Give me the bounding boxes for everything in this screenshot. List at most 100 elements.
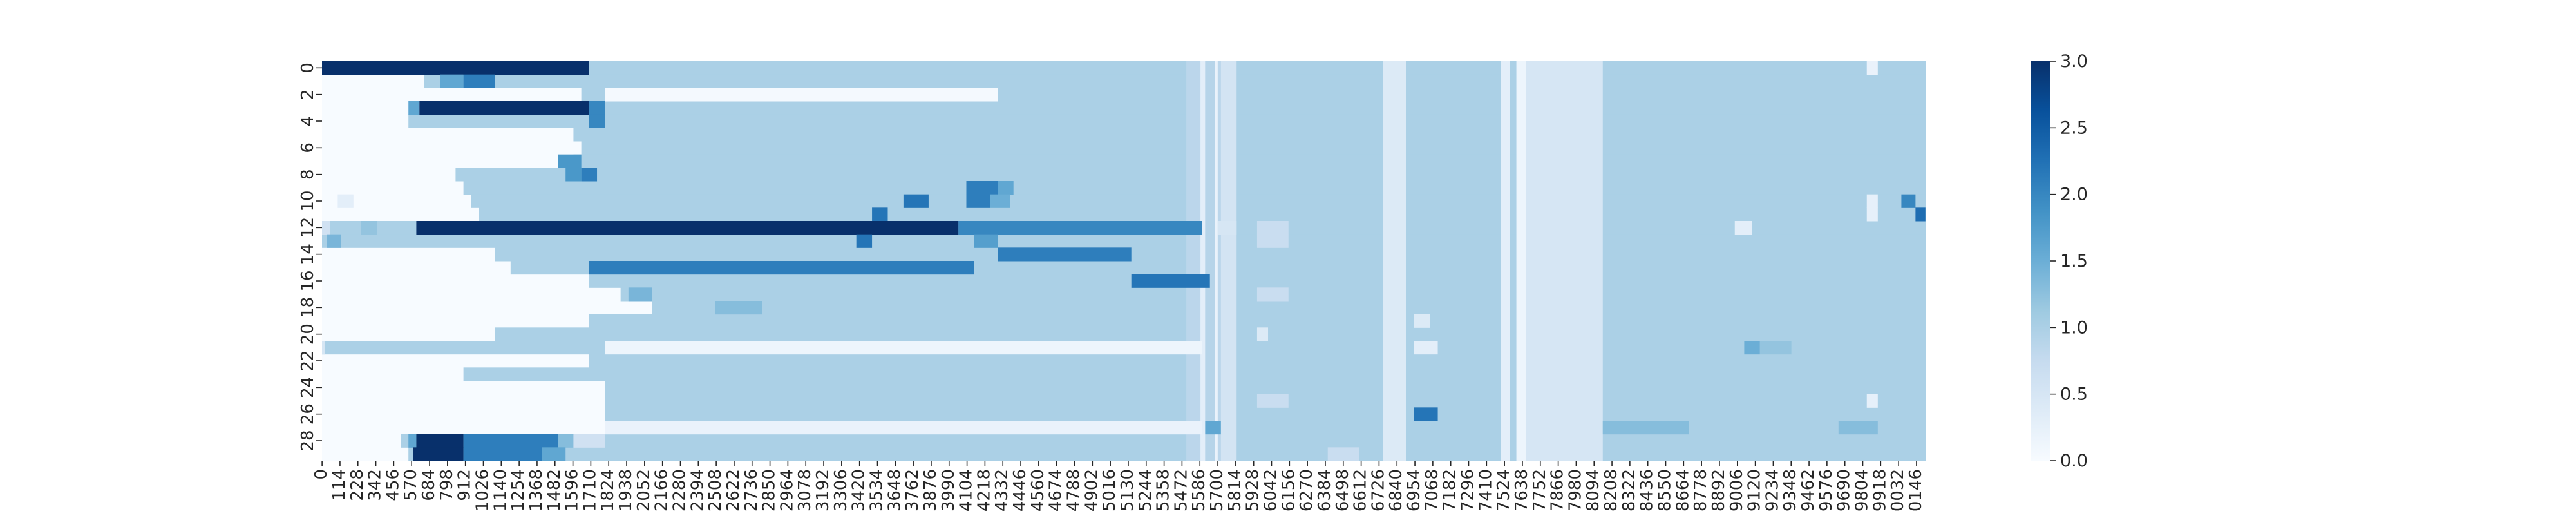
heatmap-cell-segment-20 bbox=[872, 207, 888, 222]
heatmap-column-band-7 bbox=[1501, 61, 1510, 461]
x-tick-label: 3876 bbox=[921, 469, 940, 512]
heatmap-row-16 bbox=[589, 274, 1926, 288]
heatmap-cell-segment-41 bbox=[1256, 327, 1269, 341]
x-tick-label: 5928 bbox=[1244, 469, 1263, 512]
heatmap-cell-segment-29 bbox=[1734, 221, 1752, 235]
x-tick-label: 3306 bbox=[831, 469, 851, 512]
y-tick-label: 24 bbox=[298, 377, 317, 398]
heatmap-cell-segment-47 bbox=[1256, 394, 1289, 408]
heatmap-cell-segment-28 bbox=[1256, 221, 1289, 235]
x-axis: 0114228342456570684798912102611401254136… bbox=[312, 461, 1926, 512]
y-tick-label: 26 bbox=[298, 403, 317, 425]
heatmap-row-18 bbox=[652, 301, 1926, 315]
x-tick-label: 5016 bbox=[1100, 469, 1119, 512]
heatmap-cell-segment-24 bbox=[361, 221, 377, 235]
y-tick-label: 18 bbox=[298, 297, 317, 318]
heatmap-cell-segment-5 bbox=[408, 101, 420, 115]
x-tick-label: 0146 bbox=[1906, 469, 1926, 512]
y-tick-label: 28 bbox=[298, 430, 317, 451]
x-tick-label: 1710 bbox=[580, 469, 600, 512]
x-tick-label: 4788 bbox=[1064, 469, 1083, 512]
x-tick-label: 4104 bbox=[957, 469, 976, 512]
heatmap-row-6 bbox=[581, 141, 1926, 155]
heatmap-cell-segment-51 bbox=[1205, 421, 1221, 435]
heatmap-cell-segment-37 bbox=[628, 287, 652, 302]
x-tick-label: 228 bbox=[348, 469, 367, 501]
heatmap-cell-segment-23 bbox=[322, 221, 330, 235]
x-tick-label: 1026 bbox=[473, 469, 492, 512]
heatmap-cell-segment-11 bbox=[581, 168, 598, 182]
heatmap-cell-segment-54 bbox=[408, 434, 417, 448]
x-tick-label: 9462 bbox=[1799, 469, 1818, 512]
heatmap-cell-segment-2 bbox=[440, 74, 464, 88]
heatmap-cell-segment-58 bbox=[573, 434, 605, 448]
x-tick-label: 7068 bbox=[1423, 469, 1442, 512]
x-tick-label: 6156 bbox=[1279, 469, 1298, 512]
heatmap-cell-segment-17 bbox=[990, 194, 1010, 208]
x-tick-label: 8208 bbox=[1602, 469, 1621, 512]
heatmap-cell-segment-61 bbox=[542, 447, 566, 461]
x-tick-label: 7182 bbox=[1441, 469, 1460, 512]
heatmap-cell-segment-4 bbox=[605, 88, 998, 102]
y-tick-label: 0 bbox=[298, 62, 317, 73]
heatmap-row-5 bbox=[573, 128, 1926, 142]
colorbar-gradient bbox=[2031, 61, 2050, 461]
x-tick-label: 2736 bbox=[742, 469, 761, 512]
heatmap-cell-segment-56 bbox=[463, 434, 558, 448]
x-tick-label: 1140 bbox=[491, 469, 510, 512]
x-tick-label: 7866 bbox=[1548, 469, 1567, 512]
x-tick-label: 114 bbox=[330, 469, 349, 501]
colorbar-tick-label: 2.5 bbox=[2060, 118, 2088, 138]
x-tick-label: 5130 bbox=[1118, 469, 1137, 512]
x-tick-label: 9120 bbox=[1745, 469, 1765, 512]
heatmap-cell-segment-22 bbox=[1915, 207, 1926, 222]
x-tick-label: 6726 bbox=[1368, 469, 1388, 512]
x-tick-label: 3420 bbox=[849, 469, 869, 512]
heatmap-cell-segment-39 bbox=[715, 301, 762, 315]
heatmap-row-26 bbox=[605, 407, 1926, 421]
y-tick-label: 16 bbox=[298, 270, 317, 291]
heatmap-cell-segment-57 bbox=[558, 434, 574, 448]
x-tick-label: 0032 bbox=[1888, 469, 1908, 512]
x-tick-label: 8778 bbox=[1691, 469, 1710, 512]
x-tick-label: 456 bbox=[383, 469, 402, 501]
heatmap-column-band-1 bbox=[1200, 61, 1206, 461]
x-tick-label: 6954 bbox=[1405, 469, 1424, 512]
heatmap-cell-segment-32 bbox=[974, 234, 998, 248]
heatmap-cell-segment-60 bbox=[463, 447, 542, 461]
x-tick-label: 1596 bbox=[563, 469, 582, 512]
x-tick-label: 7524 bbox=[1494, 469, 1513, 512]
heatmap-cell-segment-38 bbox=[1256, 287, 1289, 302]
heatmap-row-4 bbox=[408, 114, 1926, 128]
x-tick-label: 9918 bbox=[1870, 469, 1889, 512]
heatmap-row-19 bbox=[589, 314, 1926, 328]
heatmap-cell-segment-25 bbox=[416, 221, 959, 235]
heatmap-column-band-8 bbox=[1516, 61, 1526, 461]
x-tick-label: 6384 bbox=[1315, 469, 1334, 512]
x-tick-label: 6270 bbox=[1297, 469, 1316, 512]
x-tick-label: 342 bbox=[366, 469, 385, 501]
x-tick-label: 2964 bbox=[777, 469, 797, 512]
x-tick-label: 5700 bbox=[1208, 469, 1227, 512]
y-tick-label: 10 bbox=[298, 190, 317, 211]
heatmap-cell-segment-55 bbox=[416, 434, 464, 448]
heatmap-cell-segment-52 bbox=[1602, 421, 1689, 435]
x-tick-label: 9006 bbox=[1727, 469, 1747, 512]
x-tick-label: 2508 bbox=[706, 469, 725, 512]
heatmap-cell-segment-31 bbox=[856, 234, 873, 248]
heatmap-cell-segment-26 bbox=[958, 221, 1202, 235]
x-tick-label: 1368 bbox=[527, 469, 546, 512]
heatmap-cell-segment-30 bbox=[327, 234, 341, 248]
x-tick-label: 8664 bbox=[1673, 469, 1692, 512]
y-tick-label: 6 bbox=[298, 142, 317, 153]
x-tick-label: 3078 bbox=[795, 469, 815, 512]
x-tick-label: 5586 bbox=[1189, 469, 1209, 512]
heatmap-cell-segment-1 bbox=[1866, 61, 1878, 75]
x-tick-label: 6840 bbox=[1387, 469, 1406, 512]
heatmap-cell-segment-15 bbox=[903, 194, 929, 208]
x-tick-label: 4902 bbox=[1082, 469, 1101, 512]
x-tick-label: 684 bbox=[419, 469, 439, 501]
heatmap-row-1 bbox=[424, 74, 1926, 88]
heatmap-cell-segment-14 bbox=[337, 194, 354, 208]
